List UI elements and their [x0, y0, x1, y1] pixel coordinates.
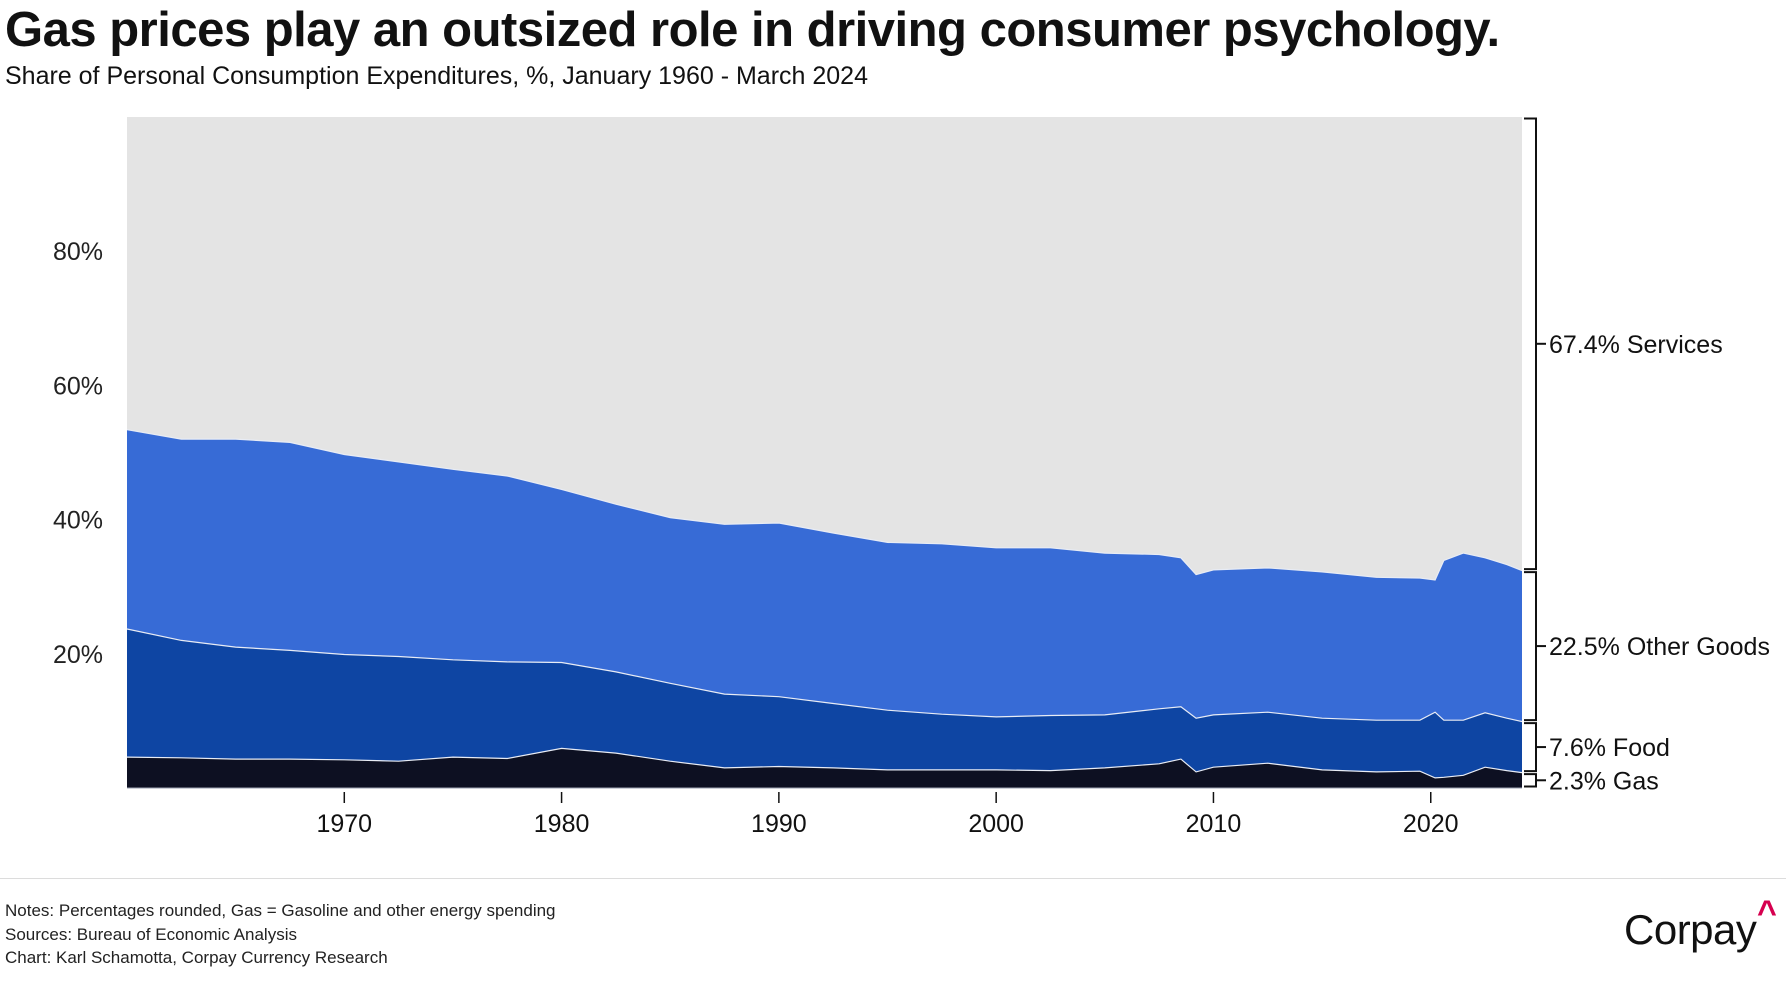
y-tick-label: 80% — [53, 238, 103, 266]
y-tick-label: 20% — [53, 641, 103, 669]
credit-text: Chart: Karl Schamotta, Corpay Currency R… — [5, 948, 388, 967]
x-tick-label: 1990 — [751, 810, 807, 838]
chart-title: Gas prices play an outsized role in driv… — [5, 3, 1500, 57]
end-label-gas: 2.3% Gas — [1549, 767, 1659, 795]
bracket-food — [1524, 722, 1537, 773]
end-label-other-goods: 22.5% Other Goods — [1549, 633, 1770, 661]
x-axis: 1970 1980 1990 2000 2010 2020 — [316, 792, 1459, 838]
y-tick-label: 40% — [53, 507, 103, 535]
footer-notes: Notes: Percentages rounded, Gas = Gasoli… — [5, 899, 556, 970]
notes-text: Notes: Percentages rounded, Gas = Gasoli… — [5, 901, 556, 920]
x-tick-label: 1970 — [316, 810, 372, 838]
bracket-other-goods — [1524, 571, 1537, 722]
chart-subtitle: Share of Personal Consumption Expenditur… — [5, 62, 868, 90]
end-label-brackets: 67.4% Services 22.5% Other Goods 7.6% Food… — [1524, 117, 1770, 795]
bracket-services — [1524, 117, 1537, 571]
area-food — [127, 629, 1522, 788]
boundary-line-food — [126, 628, 1523, 723]
y-axis: 20% 40% 60% 80% — [53, 238, 103, 669]
x-tick-label: 2000 — [968, 810, 1024, 838]
bracket-gas — [1524, 773, 1537, 788]
end-label-services: 67.4% Services — [1549, 331, 1723, 359]
corpay-logo: Corpay ^ — [1624, 894, 1777, 954]
end-label-food: 7.6% Food — [1549, 734, 1670, 762]
x-tick-label: 2020 — [1403, 810, 1459, 838]
y-tick-label: 60% — [53, 372, 103, 400]
boundary-line-gas — [126, 747, 1523, 779]
footer-divider — [0, 878, 1786, 879]
logo-wordmark: Corpay — [1624, 906, 1757, 953]
sources-text: Sources: Bureau of Economic Analysis — [5, 924, 297, 944]
stacked-area-chart: 20% 40% 60% 80% 1970 1980 1990 2000 2010 2020 67… — [53, 117, 1770, 838]
x-tick-label: 1980 — [534, 810, 590, 838]
logo-caret-icon: ^ — [1757, 894, 1777, 932]
boundary-line-other-goods — [126, 429, 1523, 581]
x-tick-label: 2010 — [1186, 810, 1242, 838]
area-layers — [126, 117, 1523, 789]
